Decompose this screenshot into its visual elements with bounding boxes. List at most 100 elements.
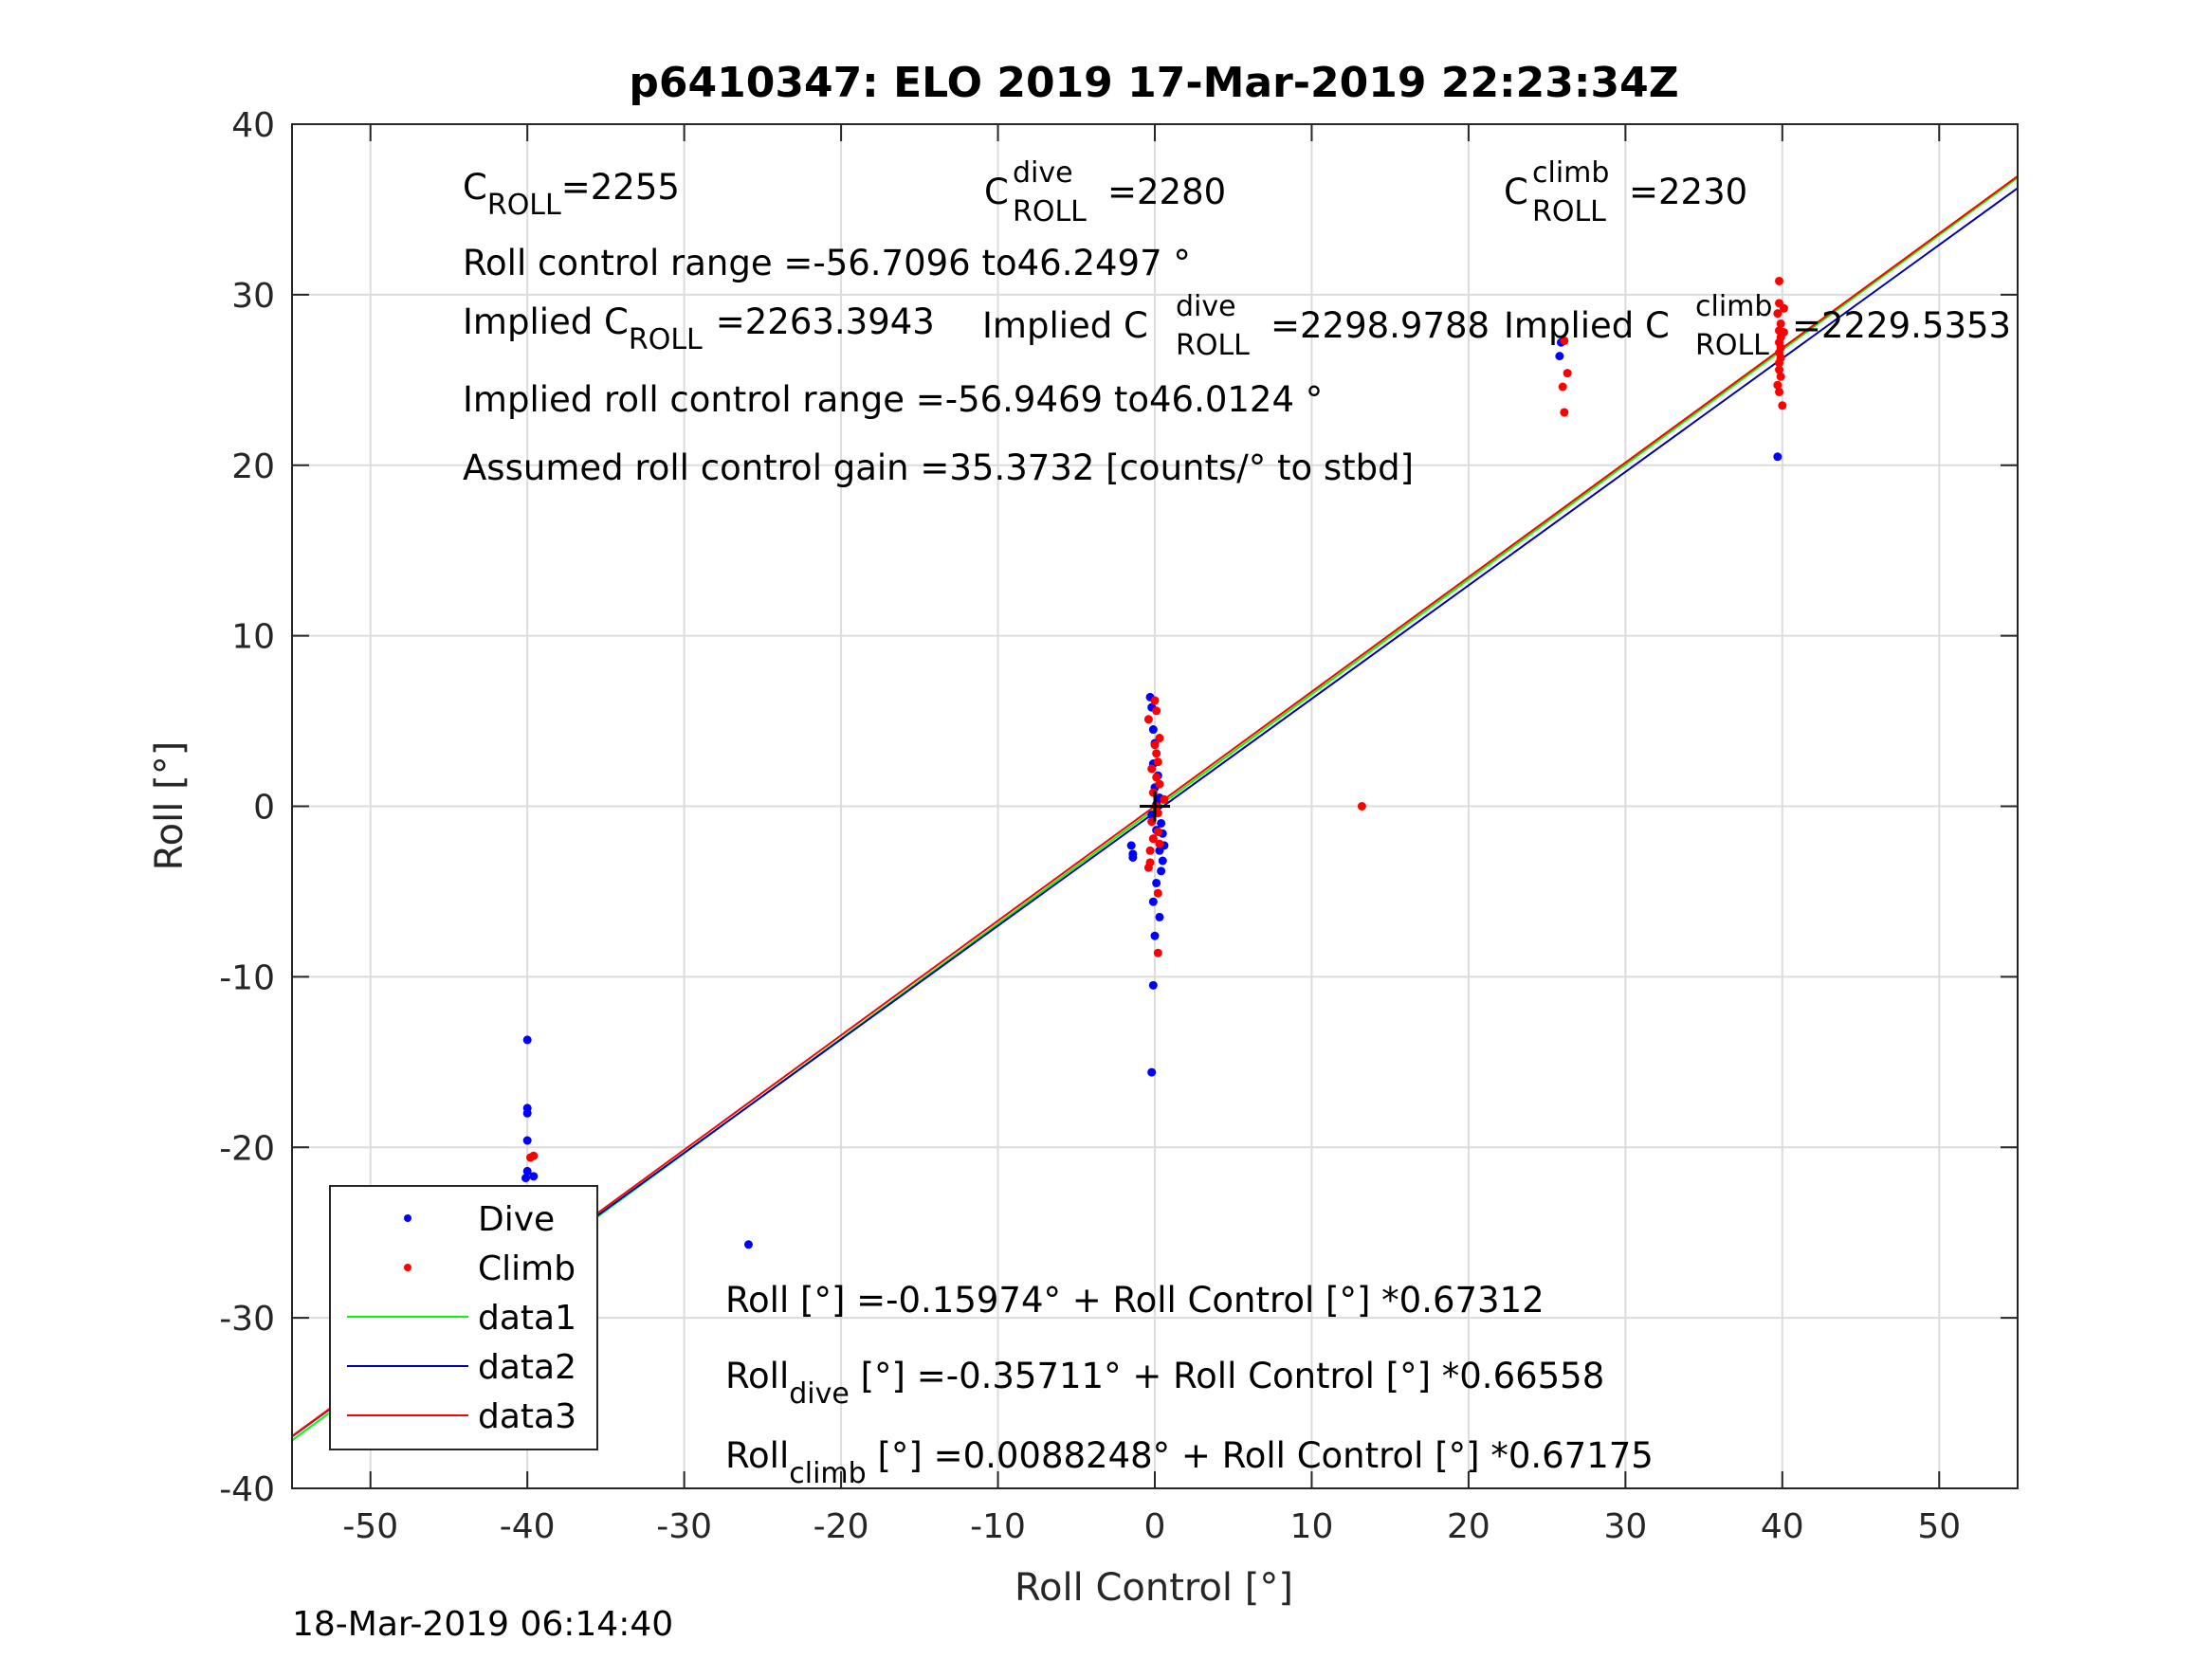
legend-label-data1: data1 (478, 1299, 576, 1338)
x-tick-label: 20 (1447, 1507, 1490, 1546)
legend-label-data3: data3 (478, 1397, 576, 1436)
data-point-dive (1148, 980, 1158, 990)
data-point-climb (1775, 365, 1784, 374)
data-point-dive (529, 1172, 539, 1181)
legend-marker-climb (404, 1264, 411, 1271)
c-roll-climb-annotation: C (1504, 172, 1528, 212)
data-point-dive (1158, 856, 1167, 866)
data-point-climb (1143, 715, 1153, 724)
x-tick-label: 0 (1144, 1507, 1166, 1546)
data-point-climb (1775, 358, 1784, 368)
roll-control-range: Roll control range =-56.7096 to46.2497 ° (463, 243, 1191, 283)
data-point-dive (1155, 846, 1164, 855)
legend-label-dive: Dive (478, 1200, 555, 1239)
c-roll-annotation: CROLL=2255 (463, 167, 680, 222)
x-tick-label: 50 (1917, 1507, 1961, 1546)
data-point-climb (1779, 327, 1788, 337)
x-tick-label: 40 (1761, 1507, 1804, 1546)
legend-marker-dive (404, 1214, 411, 1222)
x-axis-label: Roll Control [°] (1015, 1566, 1293, 1610)
x-tick-label: -30 (656, 1507, 712, 1546)
data-point-climb (1143, 863, 1153, 872)
data-point-dive (522, 1108, 532, 1118)
data-point-climb (1148, 834, 1158, 844)
data-point-climb (1147, 764, 1157, 774)
data-point-dive (1157, 866, 1166, 876)
implied-c-roll-dive: Implied C (982, 305, 1148, 346)
data-point-dive (1128, 852, 1138, 862)
origin-marker (1140, 791, 1170, 822)
data-point-dive (1147, 1067, 1157, 1077)
c-roll-climb-sup: climb (1532, 156, 1609, 190)
data-point-climb (1153, 827, 1162, 836)
data-point-climb (1773, 309, 1782, 319)
y-tick-label: 40 (231, 106, 275, 145)
legend: Dive Climb data1 data2 data3 (329, 1185, 598, 1450)
data-point-dive (522, 1035, 532, 1045)
data-point-climb (1152, 706, 1161, 716)
y-tick-label: -10 (219, 958, 275, 997)
data-point-climb (1775, 276, 1784, 285)
implied-c-roll-climb-sup: climb (1695, 290, 1772, 323)
x-tick-label: -10 (970, 1507, 1026, 1546)
y-tick-label: 10 (231, 618, 275, 657)
c-roll-dive-annotation: C (984, 172, 1009, 212)
y-tick-label: -20 (219, 1129, 275, 1168)
data-point-climb (1155, 734, 1164, 743)
y-tick-label: 0 (253, 789, 275, 828)
data-point-climb (1152, 773, 1161, 782)
data-point-climb (529, 1151, 539, 1160)
c-roll-dive-value: =2280 (1107, 172, 1226, 212)
data-point-climb (1773, 380, 1782, 390)
fit-equation-all: Roll [°] =-0.15974° + Roll Control [°] *… (725, 1280, 1545, 1321)
data-point-dive (1152, 878, 1161, 887)
data-point-climb (1776, 372, 1785, 381)
implied-c-roll-dive-value: =2298.9788 (1271, 305, 1490, 346)
data-point-dive (1155, 912, 1164, 921)
data-point-dive (1157, 818, 1166, 828)
data-point-climb (1145, 846, 1155, 855)
data-point-dive (1126, 841, 1136, 850)
data-point-dive (1555, 352, 1564, 361)
data-point-dive (1148, 897, 1158, 906)
timestamp: 18-Mar-2019 06:14:40 (292, 1605, 673, 1644)
y-tick-label: -30 (219, 1300, 275, 1339)
implied-c-roll: Implied CROLL =2263.3943 (463, 301, 935, 356)
data-point-climb (1563, 369, 1572, 378)
legend-label-data2: data2 (478, 1348, 576, 1387)
data-point-climb (1155, 839, 1164, 848)
data-point-climb (1150, 696, 1160, 705)
implied-c-roll-dive-sup: dive (1176, 290, 1236, 323)
data-point-climb (1153, 888, 1162, 898)
data-point-climb (1779, 303, 1788, 313)
data-point-dive (521, 1174, 531, 1183)
data-point-climb (1160, 794, 1169, 804)
implied-c-roll-climb-value: =2229.5353 (1792, 305, 2011, 346)
fit-equation-climb: Rollclimb [°] =0.0088248° + Roll Control… (725, 1435, 1654, 1490)
x-tick-label: 30 (1603, 1507, 1647, 1546)
y-tick-label: 20 (231, 447, 275, 486)
y-tick-label: -40 (219, 1470, 275, 1509)
data-point-climb (1558, 382, 1567, 392)
implied-c-roll-dive-sub: ROLL (1176, 329, 1250, 362)
data-point-dive (743, 1240, 753, 1249)
data-point-climb (1155, 779, 1164, 789)
y-tick-labels: -40 -30 -20 -10 0 10 20 30 40 (219, 106, 275, 1509)
c-roll-climb-sub: ROLL (1532, 195, 1606, 228)
assumed-roll-control-gain: Assumed roll control gain =35.3732 [coun… (463, 447, 1414, 488)
x-tick-label: 10 (1290, 1507, 1334, 1546)
data-point-climb (1357, 802, 1366, 811)
c-roll-dive-sup: dive (1013, 156, 1073, 190)
x-tick-labels: -50 -40 -30 -20 -10 0 10 20 30 40 50 (342, 1507, 1961, 1546)
c-roll-dive-sub: ROLL (1013, 195, 1087, 228)
data-point-climb (1150, 740, 1160, 750)
y-axis-label: Roll [°] (148, 741, 192, 871)
chart-title: p6410347: ELO 2019 17-Mar-2019 22:23:34Z (629, 59, 1678, 107)
data-point-dive (522, 1166, 532, 1176)
implied-roll-control-range: Implied roll control range =-56.9469 to4… (463, 379, 1323, 420)
data-point-climb (1560, 408, 1569, 417)
y-tick-label: 30 (231, 277, 275, 316)
data-point-dive (1150, 931, 1160, 940)
data-point-dive (522, 1136, 532, 1145)
